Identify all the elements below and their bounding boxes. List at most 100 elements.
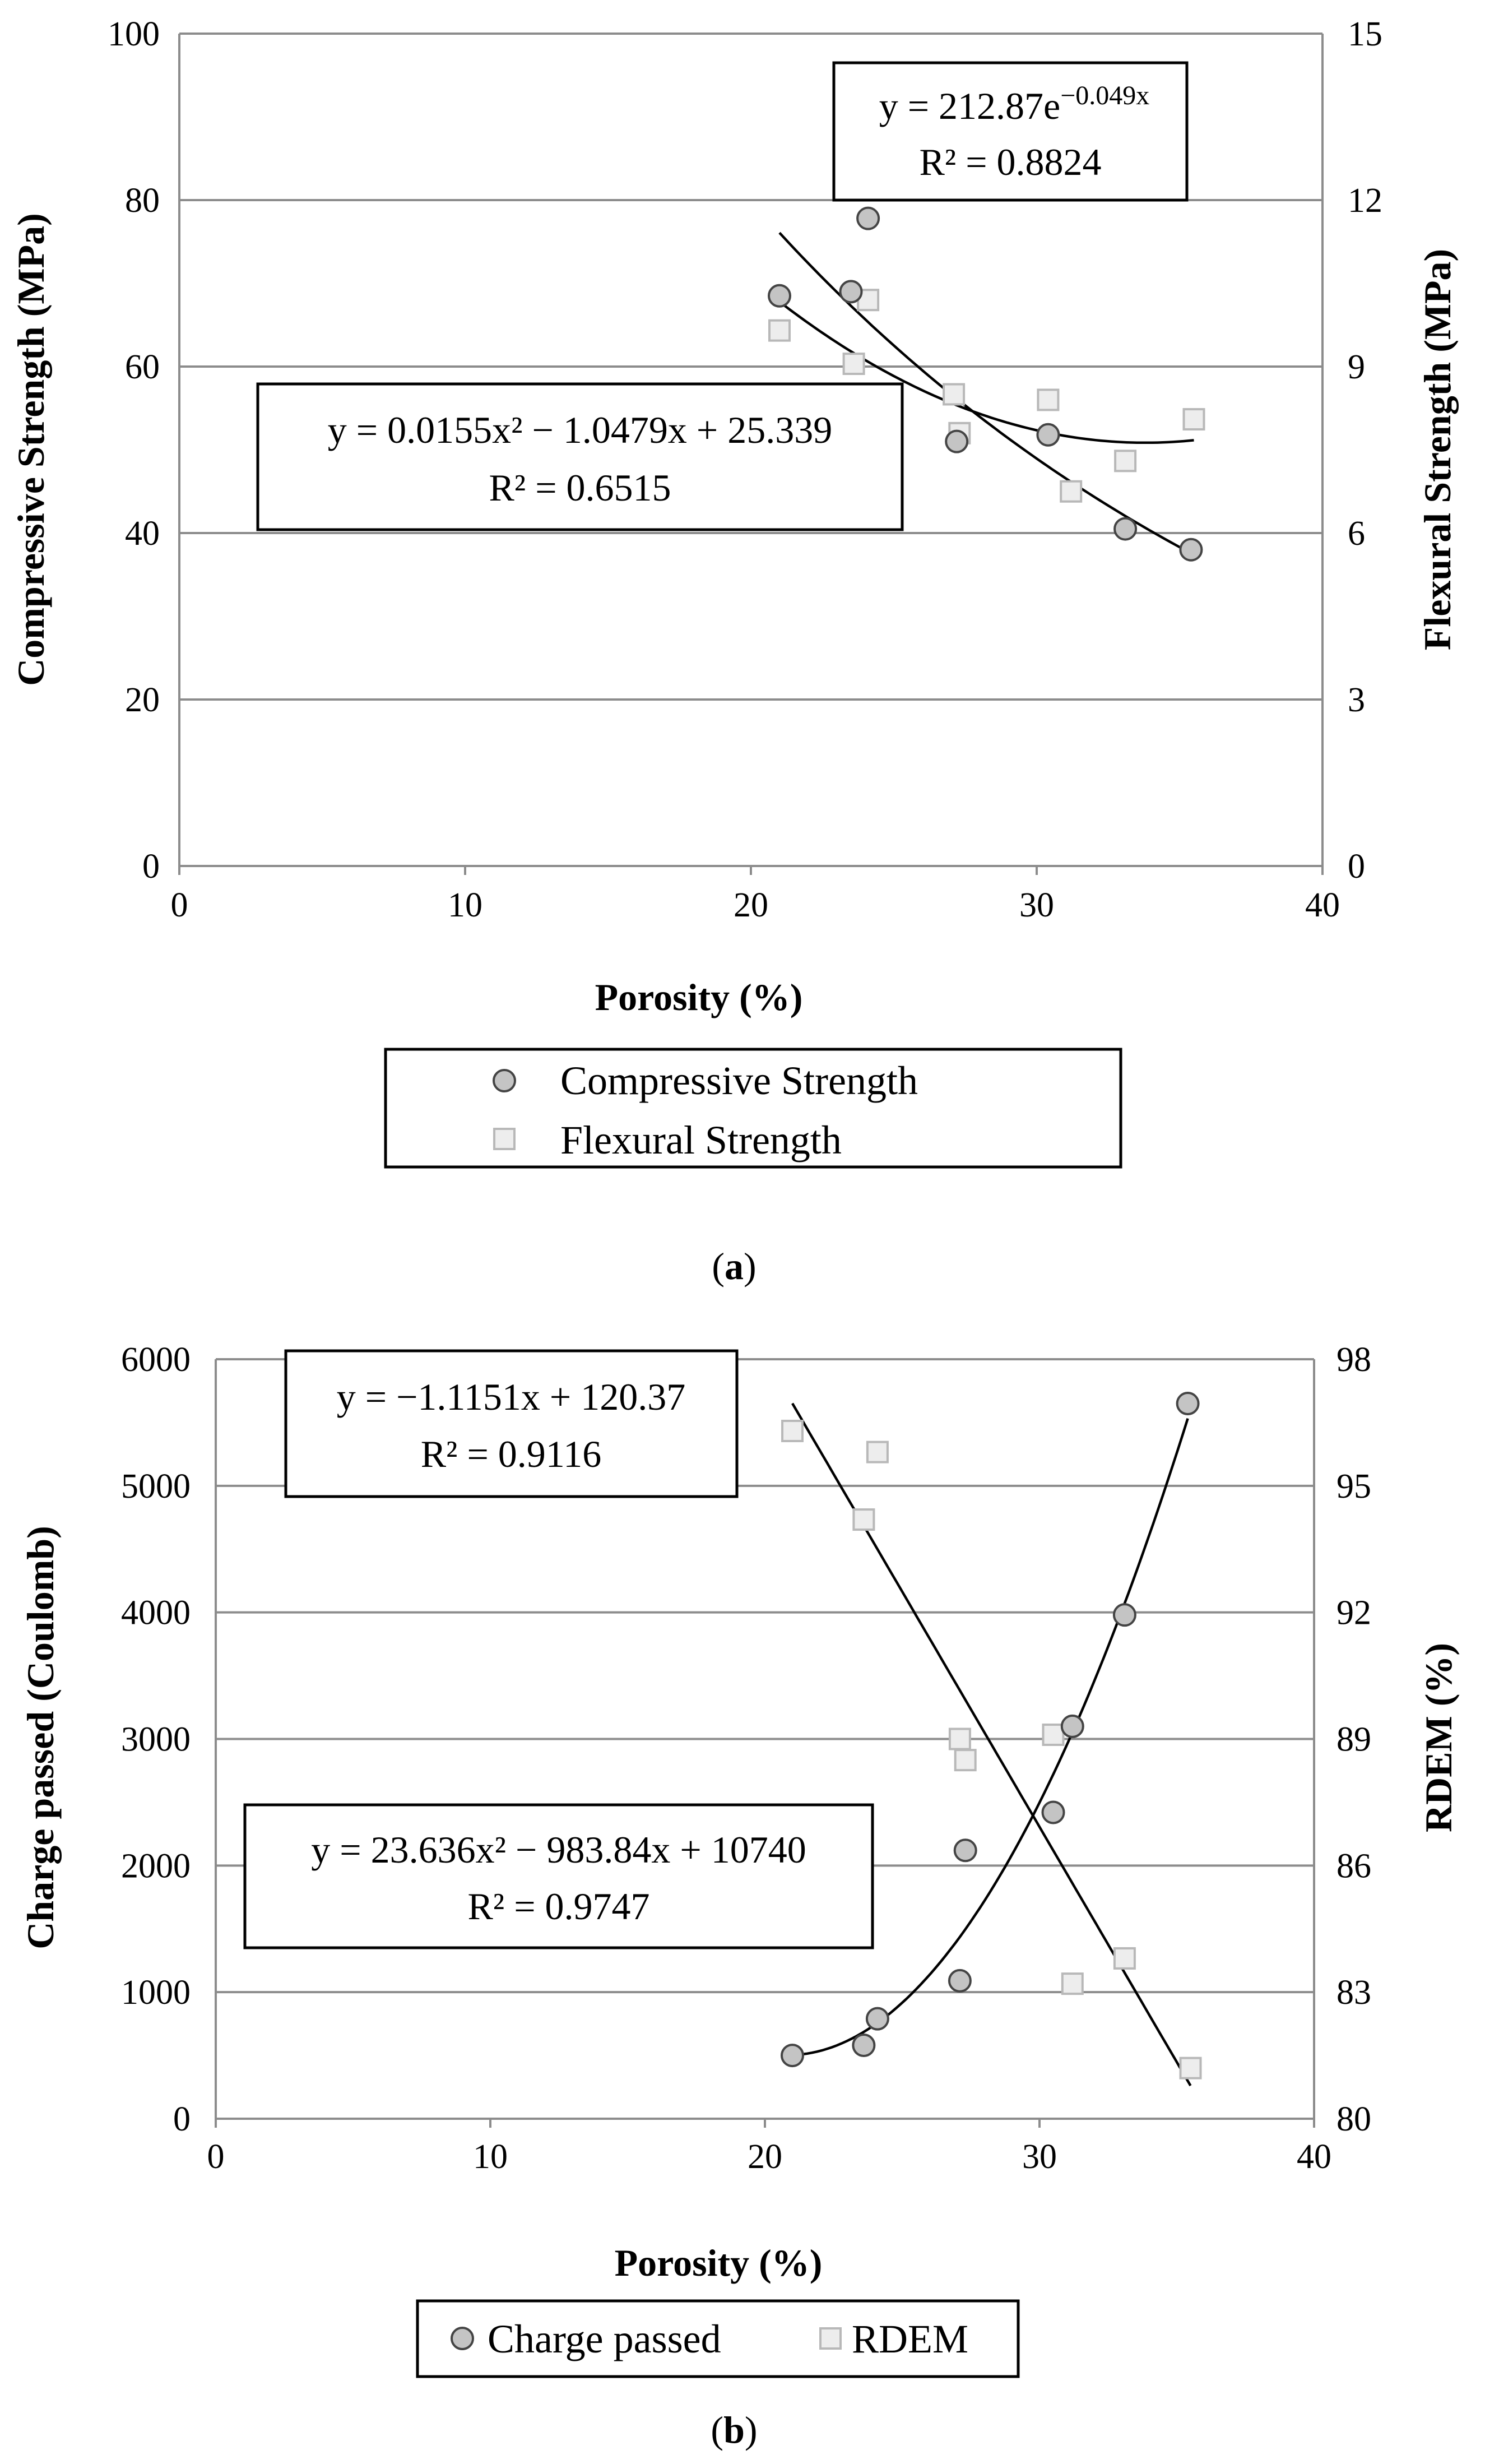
b-x-tick-label: 10 — [473, 2138, 508, 2176]
a-y2-tick-label: 6 — [1348, 515, 1365, 553]
a-equation-box-exponential: y = 212.87e−0.049x R² = 0.8824 — [832, 61, 1189, 202]
b-trendline-linear — [791, 1402, 1192, 2087]
b-point-rdem — [1061, 1972, 1084, 1995]
b-right-tick-labels: 80 83 86 89 92 95 98 — [1336, 1341, 1371, 2138]
a-exp-equation-base: y = 212.87e — [879, 85, 1061, 127]
a-legend-square-marker — [493, 1128, 516, 1150]
a-left-tick-labels: 0 20 40 60 80 100 — [108, 15, 160, 886]
b-y2-axis-label: RDEM (%) — [1417, 1643, 1460, 1832]
a-legend-flexural: Flexural Strength — [560, 1118, 842, 1162]
b-left-tick-labels: 0 1000 2000 3000 4000 5000 6000 — [121, 1341, 191, 2138]
b-point-charge-passed — [948, 1969, 972, 1993]
b-y2-tick-label: 95 — [1336, 1467, 1371, 1506]
b-x-tick-label: 0 — [207, 2138, 225, 2176]
b-point-rdem — [948, 1727, 971, 1750]
b-legend-rdem: RDEM — [852, 2317, 968, 2361]
a-x-tick-labels: 0 10 20 30 40 — [171, 886, 1340, 924]
a-point-compressive-strength — [839, 280, 863, 304]
b-y2-tick-label: 98 — [1336, 1341, 1371, 1379]
b-point-charge-passed — [953, 1838, 977, 1863]
b-y-tick-label: 1000 — [121, 1974, 191, 2012]
b-y2-tick-label: 89 — [1336, 1721, 1371, 1759]
b-poly-equation: y = 23.636x² − 983.84x + 10740 — [311, 1828, 806, 1871]
b-x-tick-label: 30 — [1022, 2138, 1057, 2176]
b-point-rdem — [954, 1749, 977, 1772]
a-point-flexural-strength — [842, 353, 865, 376]
b-y-tick-label: 3000 — [121, 1721, 191, 1759]
b-point-rdem — [781, 1419, 804, 1442]
b-linear-r2: R² = 0.9116 — [421, 1433, 602, 1475]
b-legend-square-marker — [819, 2327, 842, 2350]
b-point-rdem — [852, 1508, 875, 1531]
b-caption: (b) — [711, 2409, 757, 2451]
a-x-tick-label: 10 — [448, 886, 482, 924]
a-y-tick-label: 20 — [125, 681, 160, 719]
a-legend: Compressive Strength Flexural Strength — [384, 1048, 1122, 1169]
b-point-charge-passed — [1041, 1800, 1065, 1824]
b-point-rdem — [866, 1441, 889, 1463]
a-y2-tick-label: 12 — [1348, 182, 1382, 220]
a-y2-tick-label: 9 — [1348, 348, 1365, 386]
a-x-tick-label: 0 — [171, 886, 188, 924]
b-linear-equation: y = −1.1151x + 120.37 — [337, 1375, 686, 1418]
a-x-tick-label: 40 — [1305, 886, 1340, 924]
b-legend-circle-marker — [451, 2327, 474, 2350]
a-exp-r2: R² = 0.8824 — [919, 141, 1101, 183]
b-point-charge-passed — [865, 2007, 889, 2031]
a-point-flexural-strength — [1114, 450, 1137, 473]
b-y-tick-label: 5000 — [121, 1467, 191, 1506]
a-y-tick-label: 40 — [125, 515, 160, 553]
b-x-tick-label: 20 — [748, 2138, 782, 2176]
a-poly-equation: y = 0.0155x² − 1.0479x + 25.339 — [328, 409, 832, 451]
a-y-tick-label: 0 — [142, 847, 160, 886]
b-y-tick-label: 0 — [173, 2100, 191, 2138]
a-point-compressive-strength — [1179, 538, 1203, 562]
a-legend-compressive: Compressive Strength — [560, 1058, 918, 1103]
a-point-flexural-strength — [943, 383, 966, 406]
b-trendlines — [791, 1402, 1192, 2087]
b-x-tick-labels: 0 10 20 30 40 — [207, 2138, 1332, 2176]
b-y2-tick-label: 86 — [1336, 1847, 1371, 1885]
b-x-axis-label: Porosity (%) — [615, 2241, 823, 2284]
a-y-tick-label: 100 — [108, 15, 160, 53]
a-y2-tick-label: 0 — [1348, 847, 1365, 886]
panel-b: 0 1000 2000 3000 4000 5000 6000 80 83 86 89 92 95 98… — [19, 1341, 1460, 2451]
a-poly-r2: R² = 0.6515 — [489, 466, 671, 509]
b-y2-tick-label: 92 — [1336, 1594, 1371, 1632]
a-y2-axis-label: Flexural Strength (MPa) — [1416, 249, 1459, 650]
b-point-charge-passed — [1176, 1392, 1200, 1416]
a-equation-box-polynomial: y = 0.0155x² − 1.0479x + 25.339 R² = 0.6… — [256, 382, 904, 531]
b-equation-box-polynomial: y = 23.636x² − 983.84x + 10740 R² = 0.97… — [243, 1803, 874, 1949]
a-y2-tick-label: 15 — [1348, 15, 1382, 53]
b-y-tick-label: 6000 — [121, 1341, 191, 1379]
a-point-compressive-strength — [768, 284, 791, 308]
a-legend-circle-marker — [493, 1069, 516, 1092]
b-poly-r2: R² = 0.9747 — [467, 1885, 649, 1928]
a-point-compressive-strength — [1113, 517, 1138, 541]
panel-a: 0 20 40 60 80 100 0 3 6 9 12 15 0 10 20 30 40 Compress… — [10, 15, 1459, 1287]
b-point-rdem — [1042, 1723, 1065, 1746]
b-y-axis-label: Charge passed (Coulomb) — [19, 1526, 62, 1949]
a-y2-tick-label: 3 — [1348, 681, 1365, 719]
b-x-tick-label: 40 — [1297, 2138, 1331, 2176]
a-point-flexural-strength — [768, 319, 791, 342]
b-y2-tick-label: 80 — [1336, 2100, 1371, 2138]
a-point-flexural-strength — [1060, 480, 1083, 503]
b-y2-tick-label: 83 — [1336, 1974, 1371, 2012]
b-point-rdem — [1113, 1947, 1136, 1970]
b-point-charge-passed — [781, 2044, 804, 2068]
a-exp-equation: y = 212.87e−0.049x — [879, 81, 1150, 127]
b-legend: Charge passed RDEM — [416, 2299, 1020, 2378]
b-y-tick-label: 4000 — [121, 1594, 191, 1632]
b-point-charge-passed — [1060, 1714, 1084, 1738]
a-point-compressive-strength — [1036, 423, 1060, 447]
a-right-tick-labels: 0 3 6 9 12 15 — [1348, 15, 1382, 886]
a-trendline-poly2 — [778, 300, 1194, 444]
a-y-tick-label: 60 — [125, 348, 160, 386]
b-y-tick-label: 2000 — [121, 1847, 191, 1885]
a-point-compressive-strength — [856, 206, 880, 230]
a-x-axis-label: Porosity (%) — [595, 976, 803, 1018]
a-gridlines — [178, 33, 1324, 875]
a-point-flexural-strength — [1037, 388, 1060, 411]
b-point-rdem — [1179, 2057, 1202, 2079]
